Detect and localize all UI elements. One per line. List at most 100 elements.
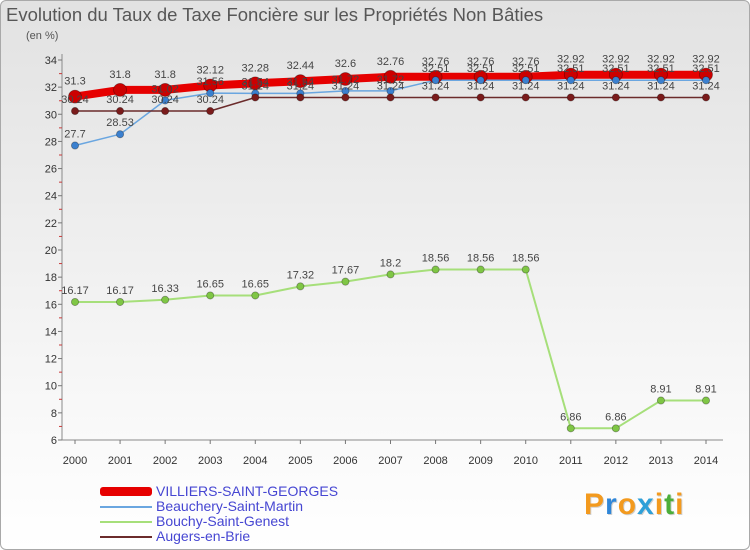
y-tick-label: 20 <box>45 245 57 257</box>
data-point-beauchery-saint-martin <box>116 130 125 139</box>
legend-swatch <box>100 487 152 496</box>
data-point-villiers-saint-georges <box>293 74 308 89</box>
data-label-bouchy-saint-genest: 16.33 <box>151 283 179 295</box>
data-label-villiers-saint-georges: 31.8 <box>154 69 175 81</box>
legend-swatch <box>100 520 152 523</box>
data-label-beauchery-saint-martin: 32.51 <box>557 63 585 75</box>
y-tick-label: 28 <box>45 136 57 148</box>
data-point-bouchy-saint-genest <box>656 396 665 405</box>
data-label-augers-en-brie: 30.24 <box>106 94 134 106</box>
axes: 6 8 10 12 14 16 18 20 22 24 26 28 30 32 34 2000 2001 2002… <box>45 54 723 467</box>
data-label-villiers-saint-georges: 32.76 <box>422 56 450 68</box>
data-label-bouchy-saint-genest: 18.2 <box>380 257 401 269</box>
data-label-beauchery-saint-martin: 32.51 <box>422 63 450 75</box>
data-point-villiers-saint-georges <box>383 69 398 84</box>
data-label-beauchery-saint-martin: 32.51 <box>512 63 540 75</box>
data-point-augers-en-brie <box>116 107 125 116</box>
legend-label: VILLIERS-SAINT-GEORGES <box>156 483 339 499</box>
data-label-villiers-saint-georges: 32.76 <box>377 56 405 68</box>
logo-letter: P <box>584 488 606 521</box>
data-label-beauchery-saint-martin: 28.53 <box>106 117 134 129</box>
logo-letter: o <box>617 488 638 521</box>
data-point-villiers-saint-georges <box>338 72 353 86</box>
legend-label: Augers-en-Brie <box>156 528 251 544</box>
data-label-bouchy-saint-genest: 16.17 <box>106 285 134 297</box>
data-label-bouchy-saint-genest: 17.32 <box>287 269 315 281</box>
data-label-villiers-saint-georges: 32.28 <box>242 62 270 74</box>
data-label-augers-en-brie: 31.24 <box>512 80 540 92</box>
data-label-bouchy-saint-genest: 16.65 <box>196 278 224 290</box>
data-point-augers-en-brie <box>386 93 395 102</box>
x-tick-label: 2005 <box>288 455 312 467</box>
data-label-beauchery-saint-martin: 32.51 <box>467 63 495 75</box>
data-label-augers-en-brie: 31.24 <box>467 80 495 92</box>
data-label-bouchy-saint-genest: 16.17 <box>61 285 89 297</box>
data-label-bouchy-saint-genest: 18.56 <box>467 253 495 265</box>
data-point-bouchy-saint-genest <box>521 265 530 274</box>
x-tick-label: 2001 <box>108 455 132 467</box>
y-tick-label: 30 <box>45 109 57 121</box>
data-label-villiers-saint-georges: 32.6 <box>335 58 356 70</box>
data-label-villiers-saint-georges: 31.8 <box>109 69 130 81</box>
data-point-augers-en-brie <box>296 93 305 102</box>
legend-item-augers-en-brie: Augers-en-Brie <box>100 529 338 544</box>
data-point-bouchy-saint-genest <box>251 291 260 300</box>
data-label-bouchy-saint-genest: 8.91 <box>650 384 671 396</box>
logo-letter: t <box>664 488 676 521</box>
data-label-augers-en-brie: 31.24 <box>422 80 450 92</box>
data-labels: 30.24 30.24 30.24 30.24 31.24 31.24 31.24 31.24… <box>61 54 720 424</box>
data-label-villiers-saint-georges: 32.12 <box>196 65 224 77</box>
data-label-beauchery-saint-martin: 27.7 <box>64 129 85 141</box>
legend: VILLIERS-SAINT-GEORGES Beauchery-Saint-M… <box>100 484 338 544</box>
data-label-villiers-saint-georges: 31.3 <box>64 76 85 88</box>
data-point-augers-en-brie <box>702 93 711 102</box>
data-label-augers-en-brie: 31.24 <box>647 80 675 92</box>
x-tick-label: 2012 <box>604 455 628 467</box>
data-point-beauchery-saint-martin <box>206 89 215 98</box>
data-label-villiers-saint-georges: 32.92 <box>647 54 675 66</box>
data-label-augers-en-brie: 31.24 <box>602 80 630 92</box>
legend-swatch <box>100 505 152 508</box>
data-label-beauchery-saint-martin: 31.56 <box>196 76 224 88</box>
y-tick-label: 32 <box>45 82 57 94</box>
data-point-beauchery-saint-martin <box>431 76 440 85</box>
data-label-villiers-saint-georges: 32.92 <box>602 54 630 66</box>
data-point-bouchy-saint-genest <box>116 297 125 306</box>
data-label-bouchy-saint-genest: 17.67 <box>332 265 360 277</box>
y-tick-label: 10 <box>45 381 57 393</box>
data-point-augers-en-brie <box>431 93 440 102</box>
data-point-bouchy-saint-genest <box>476 265 485 274</box>
data-point-beauchery-saint-martin <box>656 76 665 85</box>
y-tick-label: 18 <box>45 272 57 284</box>
series-markers <box>68 67 713 433</box>
y-tick-label: 22 <box>45 218 57 230</box>
data-point-villiers-saint-georges <box>158 82 173 97</box>
y-tick-label: 26 <box>45 164 57 176</box>
chart-subtitle: (en %) <box>26 30 59 42</box>
data-point-augers-en-brie <box>566 93 575 102</box>
data-point-augers-en-brie <box>161 107 170 116</box>
data-label-bouchy-saint-genest: 6.86 <box>605 411 626 423</box>
data-point-augers-en-brie <box>71 107 80 116</box>
data-label-villiers-saint-georges: 32.44 <box>287 60 315 72</box>
x-tick-label: 2009 <box>468 455 492 467</box>
data-label-beauchery-saint-martin: 31.54 <box>242 76 270 88</box>
data-point-bouchy-saint-genest <box>341 277 350 286</box>
x-tick-label: 2011 <box>559 455 583 467</box>
legend-item-bouchy-saint-genest: Bouchy-Saint-Genest <box>100 514 338 529</box>
data-label-augers-en-brie: 31.24 <box>692 80 720 92</box>
logo-letter: i <box>675 488 685 521</box>
data-label-villiers-saint-georges: 32.76 <box>512 56 540 68</box>
x-tick-label: 2003 <box>198 455 222 467</box>
data-point-bouchy-saint-genest <box>386 270 395 279</box>
data-label-augers-en-brie: 31.24 <box>242 80 270 92</box>
chart-plot: 6 8 10 12 14 16 18 20 22 24 26 28 30 32 34 2000 2001 2002… <box>45 54 723 467</box>
y-tick-label: 8 <box>51 408 57 420</box>
data-point-augers-en-brie <box>611 93 620 102</box>
data-label-beauchery-saint-martin: 32.51 <box>647 63 675 75</box>
data-point-beauchery-saint-martin <box>161 96 170 105</box>
data-point-augers-en-brie <box>521 93 530 102</box>
x-tick-label: 2006 <box>333 455 357 467</box>
data-label-beauchery-saint-martin: 31.72 <box>332 74 360 86</box>
